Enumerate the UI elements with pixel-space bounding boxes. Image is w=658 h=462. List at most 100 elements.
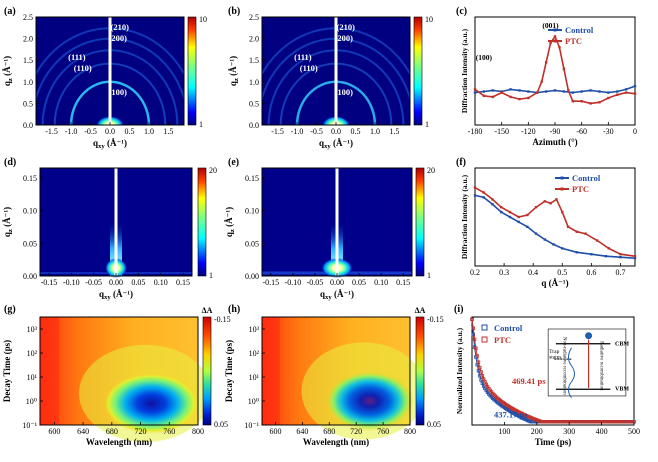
panel-a-detector-gap <box>108 17 112 125</box>
panel-f-point-ptc <box>561 210 564 214</box>
panel-g-xtick-label: 640 <box>77 427 89 436</box>
panel-b-ytick-label: 2.0 <box>249 35 259 44</box>
panel-f-point-ptc <box>619 253 622 256</box>
panel-h-ylabel: Decay Time (ps) <box>224 340 234 402</box>
panel-h-colorbar-max: -0.15 <box>427 315 444 324</box>
panel-i-inset-cbm: CBM <box>615 342 629 348</box>
panel-c-point-control <box>616 90 619 93</box>
panel-g-plot <box>40 317 212 442</box>
panel-c-point-ptc <box>598 101 601 104</box>
panel-g-xtick-label: 800 <box>192 427 204 436</box>
panel-i-inset-rad: Radiative recombination <box>598 341 603 391</box>
panel-d-xtick-label: 0.15 <box>176 278 190 287</box>
panel-f-point-control <box>517 220 520 224</box>
panel-a-xtick-label: -0.5 <box>84 127 97 136</box>
panel-a-colorbar-min: 1 <box>199 120 203 129</box>
panel-d-xtick-label: 0.05 <box>131 278 145 287</box>
panel-h-ytick-label: 10⁻¹ <box>244 421 259 430</box>
panel-e-ytick-label: 0.10 <box>245 207 259 216</box>
panel-e-colorbar-min: 1 <box>427 271 431 280</box>
panel-c-point-ptc <box>482 94 486 98</box>
panel-b-xlabel: qxy (Å⁻¹) <box>319 138 353 150</box>
panel-a-ytick-label: 1.5 <box>23 56 33 65</box>
panel-a-annotation: (111) <box>68 52 86 62</box>
panel-g-bleach <box>103 373 199 434</box>
panel-e-xtick-label: -0.15 <box>262 278 279 287</box>
panel-b-annotation: (210) <box>337 22 356 32</box>
panel-b-ytick-label: 1.5 <box>249 56 259 65</box>
panel-b-xtick-label: 1.5 <box>389 127 399 136</box>
panel-b-colorbar <box>413 16 423 126</box>
panel-c-point-ptc <box>553 35 557 38</box>
panel-f-point-ptc <box>549 202 552 205</box>
panel-f-point-ptc <box>566 225 570 228</box>
panel-e-colorbar <box>415 167 425 277</box>
panel-f-point-ptc <box>607 247 611 250</box>
panel-b-colorbar-min: 1 <box>425 120 429 129</box>
panel-c-point-control <box>482 90 486 93</box>
panel-c-point-control <box>580 90 583 93</box>
panel-a-xtick-label: 1.0 <box>144 127 154 136</box>
panel-c-annotation: (100) <box>476 53 493 62</box>
panel-a-xtick-label: 0.5 <box>124 127 134 136</box>
panel-d-ytick-label: 0.15 <box>23 174 37 183</box>
panel-g-frame <box>39 316 199 426</box>
panel-b-annotation: (110) <box>300 63 318 73</box>
panel-b-annotation: (200) <box>335 33 354 43</box>
panel-b-annotation: (100) <box>335 87 354 97</box>
panel-a-xtick-label: 0.0 <box>105 127 115 136</box>
panel-c-legend-marker <box>553 39 557 43</box>
panel-f-point-control <box>534 232 538 235</box>
panel-g-ytick-label: 10⁰ <box>26 397 37 406</box>
panel-e-ytick-label: 0.15 <box>245 174 259 183</box>
panel-c-point-ptc <box>562 67 566 71</box>
panel-e-xtick-label: 0.15 <box>396 278 410 287</box>
panel-i-xtick-label: 100 <box>498 427 510 436</box>
panel-c-point-ptc <box>518 97 521 101</box>
panel-d-ytick-label: 0.10 <box>23 207 37 216</box>
panel-i-inset-trap-1: Trap <box>549 349 559 355</box>
panel-f-xtick-label: 0.3 <box>499 268 509 277</box>
panel-g-edge-band <box>40 317 59 425</box>
panel-f-xtick-label: 0.2 <box>470 268 480 277</box>
panel-c-point-control <box>544 90 548 93</box>
panel-a-xtick-label: -1.5 <box>45 127 58 136</box>
panel-f-xtick-label: 0.6 <box>586 268 596 277</box>
panel-e-xtick-label: 0.10 <box>374 278 388 287</box>
panel-i-inset-electron <box>585 332 593 340</box>
panel-c-point-ptc <box>580 100 583 103</box>
panel-d-xtick-label: -0.10 <box>63 278 80 287</box>
panel-b-colorbar-max: 10 <box>425 15 433 24</box>
panel-h-frame <box>261 316 411 426</box>
panel-i-xtick-label: 200 <box>531 427 543 436</box>
panel-c-series-ptc <box>474 34 636 105</box>
panel-h-label: (h) <box>228 304 240 315</box>
panel-g-xlabel: Wavelength (nm) <box>86 437 152 447</box>
panel-b-xtick-label: 1.0 <box>370 127 380 136</box>
panel-g-ytick-label: 10⁻¹ <box>22 421 37 430</box>
panel-c-point-ptc <box>589 102 592 105</box>
panel-g-ytick-label: 10³ <box>27 325 38 334</box>
panel-f-point-ptc <box>575 230 579 233</box>
panel-g-xtick-label: 680 <box>106 427 118 436</box>
panel-e-ytick-label: 0.05 <box>245 239 259 248</box>
panel-i-ylabel: Normalized Intensity (a.u.) <box>455 327 464 414</box>
panel-e-label: (e) <box>228 157 239 168</box>
panel-a-annotation: (100) <box>109 87 128 97</box>
panel-h-colorbar <box>415 316 425 426</box>
panel-i-legend-label: Control <box>494 323 523 333</box>
panel-g-xtick-label: 600 <box>48 427 60 436</box>
panel-h-xtick-label: 760 <box>377 427 389 436</box>
panel-f-frame <box>474 167 636 267</box>
panel-e-ylabel: qz (Å⁻¹) <box>224 207 236 237</box>
panel-i-frame <box>471 316 635 426</box>
panel-c-point-ptc <box>540 80 543 83</box>
panel-b-xtick-label: 0.5 <box>350 127 360 136</box>
panel-c-point-control <box>607 91 610 94</box>
panel-c-point-ptc <box>500 91 503 94</box>
panel-c-point-control <box>562 90 566 93</box>
panel-h-ytick-label: 10⁰ <box>248 397 259 406</box>
panel-f-point-ptc <box>508 210 512 214</box>
panel-f-point-ptc <box>491 198 494 201</box>
panel-a-ytick-label: 1.0 <box>23 78 33 87</box>
